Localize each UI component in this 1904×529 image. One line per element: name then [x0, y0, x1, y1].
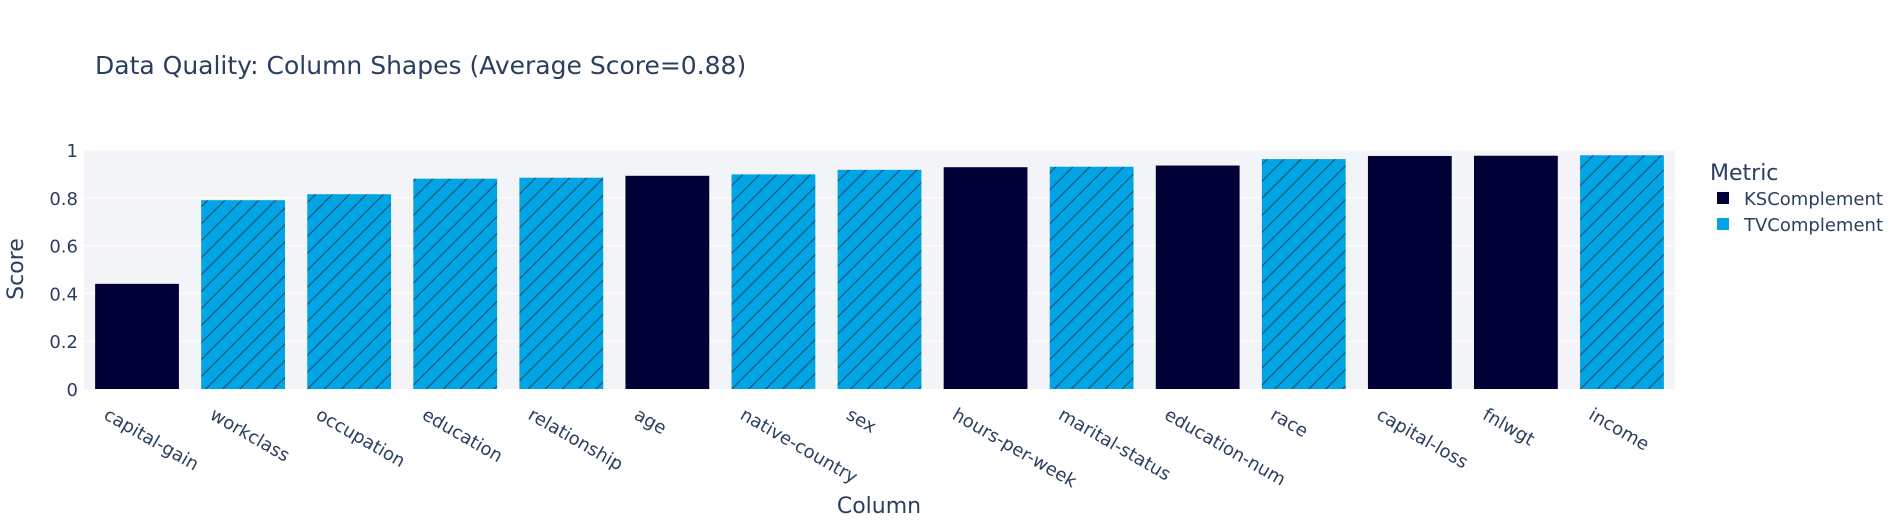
bar-income[interactable] — [1580, 155, 1664, 389]
chart-title: Data Quality: Column Shapes (Average Sco… — [95, 51, 746, 80]
bar-relationship[interactable] — [519, 177, 604, 389]
bar-capital-gain[interactable] — [95, 283, 179, 389]
y-tick-label: 0.8 — [49, 189, 78, 210]
x-axis-label: Column — [837, 494, 921, 519]
legend-label[interactable]: KSComplement — [1744, 189, 1883, 210]
x-tick-label: fnlwgt — [1479, 404, 1538, 450]
bar-race[interactable] — [1261, 159, 1346, 389]
x-tick-label: native-country — [737, 404, 862, 488]
bar-age[interactable] — [625, 175, 710, 389]
x-tick-labels: capital-gain workclass occupation education… — [100, 404, 1653, 492]
x-tick-label: age — [630, 404, 670, 439]
x-tick-label: income — [1585, 404, 1653, 455]
y-tick-label: 0.6 — [49, 237, 78, 258]
legend-label[interactable]: TVComplement — [1743, 215, 1883, 236]
bar-education-num[interactable] — [1155, 165, 1240, 389]
legend-swatch[interactable] — [1717, 192, 1729, 204]
x-tick-label: race — [1267, 404, 1312, 442]
legend-title: Metric — [1710, 161, 1778, 186]
bar-education[interactable] — [413, 178, 498, 389]
x-tick-label: capital-gain — [100, 404, 202, 475]
bars — [95, 155, 1664, 389]
y-tick-label: 0.2 — [49, 332, 78, 353]
bar-fnlwgt[interactable] — [1474, 155, 1558, 389]
x-tick-label: education — [418, 404, 506, 467]
bar-marital-status[interactable] — [1049, 166, 1134, 389]
x-tick-label: capital-loss — [1373, 404, 1472, 473]
x-tick-label: relationship — [524, 404, 626, 475]
bar-capital-loss[interactable] — [1367, 155, 1452, 389]
bar-hours-per-week[interactable] — [943, 167, 1028, 389]
x-tick-label: sex — [843, 404, 880, 438]
bar-native-country[interactable] — [731, 174, 816, 389]
legend[interactable]: Metric KSComplement TVComplement — [1710, 161, 1883, 236]
bar-occupation[interactable] — [307, 194, 392, 389]
y-tick-label: 0.4 — [49, 284, 78, 305]
y-tick-labels: 0 0.2 0.4 0.6 0.8 1 — [49, 141, 78, 401]
bar-workclass[interactable] — [201, 200, 285, 389]
x-tick-label: workclass — [206, 404, 293, 466]
y-axis-label: Score — [4, 238, 29, 300]
legend-swatch[interactable] — [1717, 218, 1729, 230]
y-tick-label: 0 — [67, 380, 78, 401]
y-tick-label: 1 — [67, 141, 78, 162]
x-tick-label: occupation — [312, 404, 408, 472]
bar-sex[interactable] — [837, 169, 922, 389]
